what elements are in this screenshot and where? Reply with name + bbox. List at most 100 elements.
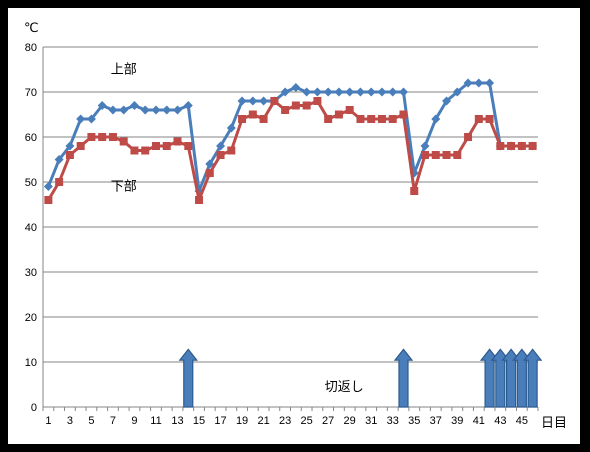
x-tick-label: 3	[67, 415, 73, 427]
x-tick-label: 7	[110, 415, 116, 427]
data-point-lower	[367, 115, 376, 123]
data-point-lower	[313, 97, 322, 105]
data-point-upper	[291, 83, 301, 92]
data-point-lower	[528, 142, 537, 150]
y-tick-label: 30	[25, 267, 37, 279]
data-point-lower	[442, 151, 451, 159]
x-tick-label: 33	[387, 415, 399, 427]
x-tick-label: 45	[516, 415, 528, 427]
data-point-upper	[366, 87, 376, 97]
data-point-lower	[55, 178, 64, 186]
data-point-lower	[302, 101, 311, 110]
data-point-lower	[141, 146, 150, 155]
x-tick-label: 43	[494, 415, 506, 427]
data-point-upper	[259, 96, 269, 106]
turning-arrow-day-42	[479, 348, 500, 408]
data-point-upper	[226, 123, 236, 133]
data-point-lower	[98, 133, 107, 141]
data-point-upper	[119, 105, 129, 115]
data-point-upper	[205, 159, 215, 169]
data-point-upper	[334, 87, 344, 97]
turning-arrow-day-45	[512, 348, 532, 408]
data-point-upper	[76, 114, 86, 124]
data-point-upper	[355, 87, 365, 97]
data-point-lower	[291, 101, 300, 110]
x-tick-label: 15	[193, 415, 205, 427]
x-tick-label: 13	[171, 415, 183, 427]
data-point-upper	[97, 101, 107, 110]
x-tick-label: 1	[45, 415, 51, 427]
data-point-upper	[485, 78, 495, 88]
data-point-lower	[162, 142, 171, 150]
x-tick-labels: 1 3 5 7 9 11 13 15 17 19 21 23 25 27 29 31 33 35 37 39 41 43 4…	[45, 415, 528, 427]
y-tick-label: 40	[25, 222, 37, 234]
data-point-lower	[87, 133, 96, 141]
data-point-lower	[345, 106, 354, 114]
turning-arrow-day-43	[490, 348, 511, 408]
data-point-lower	[431, 151, 440, 159]
data-point-lower	[151, 142, 160, 150]
data-point-lower	[517, 142, 526, 150]
data-point-upper	[312, 87, 322, 97]
data-point-upper	[86, 114, 96, 124]
data-point-lower	[270, 97, 279, 105]
data-point-lower	[453, 151, 462, 159]
data-point-upper	[151, 105, 161, 115]
data-point-upper	[216, 141, 226, 151]
y-tick-label: 0	[31, 402, 37, 414]
x-tick-label: 19	[236, 415, 248, 427]
data-point-lower	[388, 115, 397, 123]
x-tick-label: 25	[301, 415, 313, 427]
data-point-lower	[227, 146, 236, 155]
y-axis-unit-label: ℃	[24, 21, 39, 36]
data-point-lower	[173, 137, 182, 146]
grid-lines	[43, 46, 538, 363]
series-line-lower	[47, 99, 533, 202]
axes	[42, 47, 539, 411]
data-point-lower	[195, 196, 204, 204]
data-point-upper	[280, 87, 290, 97]
x-tick-label: 9	[131, 415, 137, 427]
data-point-lower	[108, 133, 117, 141]
data-point-upper	[140, 105, 150, 115]
data-point-lower	[248, 110, 257, 119]
data-point-upper	[474, 78, 484, 88]
y-tick-label: 60	[25, 132, 37, 144]
data-point-lower	[205, 169, 214, 177]
x-tick-label: 39	[451, 415, 463, 427]
y-tick-labels: 0 10 20 30 40 50 60 70 80	[25, 42, 37, 414]
x-tick-label: 35	[408, 415, 420, 427]
data-point-lower	[281, 106, 290, 114]
data-point-lower	[76, 142, 85, 150]
data-point-upper	[452, 87, 462, 97]
turning-arrow-day-14	[178, 348, 199, 408]
data-point-upper	[302, 87, 312, 97]
y-tick-label: 10	[25, 357, 37, 369]
data-point-upper	[65, 141, 75, 151]
data-point-lower	[238, 115, 247, 123]
series-line-upper	[46, 81, 533, 193]
data-point-upper	[377, 87, 387, 97]
data-point-upper	[388, 87, 398, 97]
x-tick-label: 31	[365, 415, 377, 427]
data-point-upper	[173, 105, 183, 115]
data-point-lower	[334, 110, 343, 119]
data-point-upper	[108, 105, 118, 115]
turning-arrows	[178, 348, 543, 408]
data-point-upper	[248, 96, 258, 106]
data-point-upper	[431, 114, 441, 124]
data-point-upper	[345, 87, 355, 97]
turning-arrow-day-44	[501, 348, 521, 408]
data-point-lower	[259, 115, 268, 123]
annotation-label: 切返し	[325, 380, 364, 395]
turning-arrow-day-34	[393, 348, 414, 408]
data-point-upper	[162, 105, 172, 115]
data-point-lower	[474, 115, 483, 123]
data-point-lower	[119, 137, 128, 146]
y-tick-label: 80	[25, 42, 37, 54]
x-tick-label: 41	[473, 415, 485, 427]
data-point-upper	[129, 101, 139, 110]
